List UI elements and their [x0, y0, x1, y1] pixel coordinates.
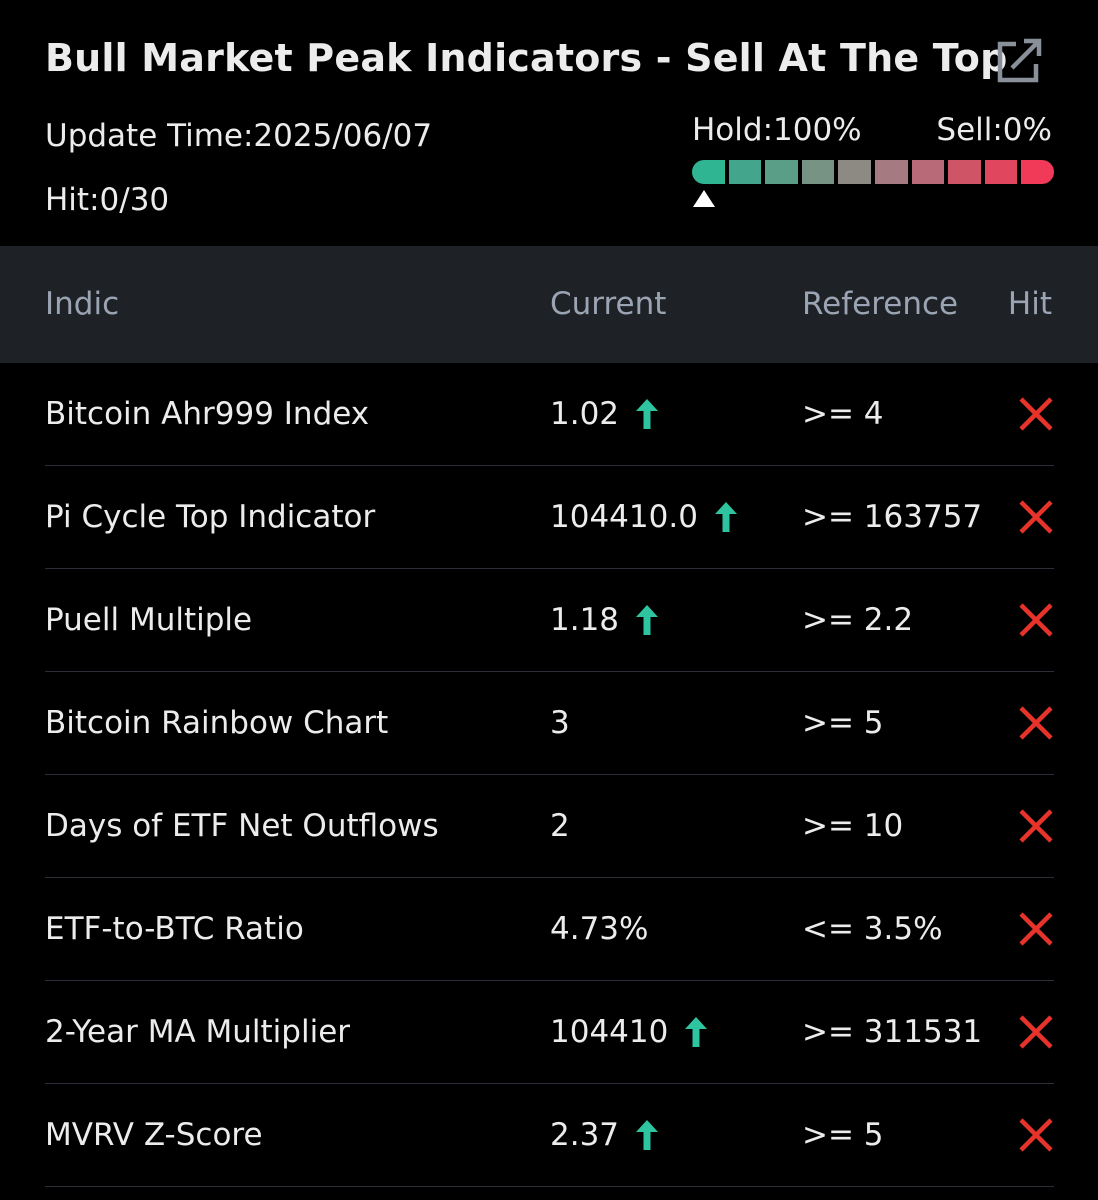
current-value-text: 2: [550, 808, 570, 844]
not-hit-x-icon: [1019, 500, 1053, 534]
not-hit-x-icon: [1019, 1118, 1053, 1152]
indicator-name: ETF-to-BTC Ratio: [45, 911, 304, 947]
sell-label: Sell:0%: [936, 112, 1052, 148]
current-value: 3: [550, 705, 570, 741]
current-value: 104410.0: [550, 499, 738, 535]
table-row[interactable]: Puell Multiple 1.18 >= 2.2: [0, 569, 1098, 672]
column-header-hit: Hit: [1007, 286, 1052, 322]
indicator-name: MVRV Z-Score: [45, 1117, 263, 1153]
current-value: 2: [550, 808, 570, 844]
gauge-segment: [692, 160, 725, 184]
current-value: 2.37: [550, 1117, 659, 1153]
share-external-icon[interactable]: [994, 36, 1044, 84]
gauge-segment: [984, 160, 1018, 184]
trend-up-arrow-icon: [714, 502, 737, 532]
table-row[interactable]: Days of ETF Net Outflows 2 >= 10: [0, 775, 1098, 878]
hold-label: Hold:100%: [692, 112, 862, 148]
table-row[interactable]: Bitcoin Rainbow Chart 3 >= 5: [0, 672, 1098, 775]
column-header-indic: Indic: [45, 286, 120, 322]
not-hit-x-icon: [1019, 603, 1053, 637]
not-hit-x-icon: [1019, 397, 1053, 431]
page-title: Bull Market Peak Indicators - Sell At Th…: [45, 36, 1008, 80]
hit-count: Hit:0/30: [45, 182, 170, 218]
reference-value: >= 2.2: [802, 602, 914, 638]
indicator-name: Bitcoin Ahr999 Index: [45, 396, 370, 432]
indicator-name: Days of ETF Net Outflows: [45, 808, 439, 844]
table-row[interactable]: Pi Cycle Top Indicator 104410.0 >= 163757: [0, 466, 1098, 569]
table-row[interactable]: MVRV Z-Score 2.37 >= 5: [0, 1084, 1098, 1187]
trend-up-arrow-icon: [636, 605, 659, 635]
gauge-segment: [874, 160, 908, 184]
column-header-current: Current: [550, 286, 667, 322]
header: Bull Market Peak Indicators - Sell At Th…: [0, 0, 1098, 246]
indicator-list: Bitcoin Ahr999 Index 1.02 >= 4 Pi Cycle Top…: [0, 363, 1098, 1187]
gauge-marker-icon: [693, 190, 715, 207]
trend-up-arrow-icon: [685, 1017, 708, 1047]
not-hit-x-icon: [1019, 912, 1053, 946]
not-hit-x-icon: [1019, 706, 1053, 740]
reference-value: >= 10: [802, 808, 904, 844]
current-value: 1.18: [550, 602, 659, 638]
current-value-text: 104410: [550, 1014, 669, 1050]
current-value-text: 1.18: [550, 602, 620, 638]
table-row[interactable]: 2-Year MA Multiplier 104410 >= 311531: [0, 981, 1098, 1084]
indicator-name: 2-Year MA Multiplier: [45, 1014, 351, 1050]
current-value-text: 1.02: [550, 396, 620, 432]
not-hit-x-icon: [1019, 809, 1053, 843]
current-value: 104410: [550, 1014, 708, 1050]
reference-value: >= 163757: [802, 499, 983, 535]
reference-value: >= 311531: [802, 1014, 983, 1050]
current-value: 4.73%: [550, 911, 648, 947]
indicator-name: Pi Cycle Top Indicator: [45, 499, 376, 535]
table-header: [0, 246, 1098, 363]
indicator-name: Puell Multiple: [45, 602, 253, 638]
reference-value: >= 5: [802, 1117, 884, 1153]
gauge-segment: [801, 160, 835, 184]
column-header-reference: Reference: [802, 286, 959, 322]
table-row[interactable]: ETF-to-BTC Ratio 4.73% <= 3.5%: [0, 878, 1098, 981]
current-value-text: 2.37: [550, 1117, 620, 1153]
not-hit-x-icon: [1019, 1015, 1053, 1049]
gauge-segment: [728, 160, 762, 184]
hold-sell-gauge: [692, 160, 1054, 184]
trend-up-arrow-icon: [636, 1120, 659, 1150]
gauge-segment: [1021, 160, 1054, 184]
current-value-text: 104410.0: [550, 499, 698, 535]
indicator-name: Bitcoin Rainbow Chart: [45, 705, 389, 741]
table-row[interactable]: Bitcoin Ahr999 Index 1.02 >= 4: [0, 363, 1098, 466]
gauge-segment: [948, 160, 981, 184]
trend-up-arrow-icon: [636, 399, 659, 429]
current-value-text: 3: [550, 705, 570, 741]
reference-value: >= 4: [802, 396, 884, 432]
reference-value: <= 3.5%: [802, 911, 943, 947]
reference-value: >= 5: [802, 705, 884, 741]
current-value: 1.02: [550, 396, 659, 432]
gauge-segment: [765, 160, 798, 184]
gauge-segment: [838, 160, 871, 184]
current-value-text: 4.73%: [550, 911, 649, 947]
update-time: Update Time:2025/06/07: [45, 118, 433, 154]
gauge-segment: [911, 160, 945, 184]
